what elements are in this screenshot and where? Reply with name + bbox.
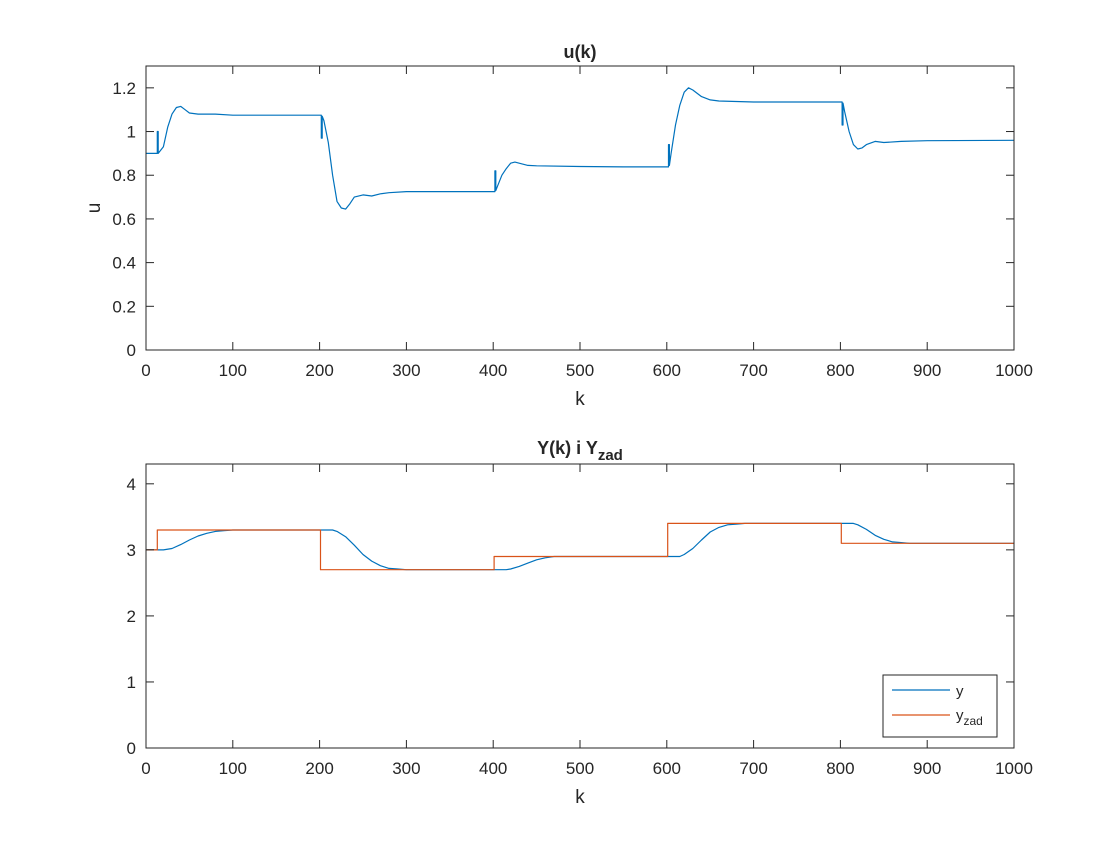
x-tick-label: 0	[141, 361, 150, 380]
y-tick-label: 0.2	[112, 297, 136, 316]
x-tick-label: 800	[826, 759, 854, 778]
subplot-y: 0 100 200 300 400 500 600 700 800 900 1000 0 1 2 3 4 Y…	[127, 438, 1033, 808]
legend-label-yzad-sub: zad	[964, 714, 983, 728]
x-ticks: 0 100 200 300 400 500 600 700 800 900 1000	[141, 66, 1033, 380]
x-tick-label: 500	[566, 759, 594, 778]
chart-title: u(k)	[564, 42, 597, 62]
legend-box	[882, 674, 998, 738]
series-layer	[146, 522, 1014, 571]
legend: y yzad	[882, 674, 998, 738]
x-tick-label: 300	[392, 361, 420, 380]
x-tick-label: 900	[913, 361, 941, 380]
y-tick-label: 0.8	[112, 166, 136, 185]
chart-title: Y(k) i Yzad	[537, 438, 623, 464]
plot-area	[146, 66, 1014, 350]
y-tick-label: 0.6	[112, 210, 136, 229]
y-tick-label: 3	[127, 541, 136, 560]
x-tick-label: 600	[653, 759, 681, 778]
x-tick-label: 600	[653, 361, 681, 380]
x-tick-label: 1000	[995, 361, 1033, 380]
x-ticks: 0 100 200 300 400 500 600 700 800 900 1000	[141, 464, 1033, 778]
x-tick-label: 400	[479, 361, 507, 380]
y-tick-label: 1.2	[112, 79, 136, 98]
legend-label-y: y	[956, 683, 964, 700]
y-tick-label: 1	[127, 673, 136, 692]
y-tick-label: 0	[127, 739, 136, 758]
series-line-y_zad	[146, 522, 1014, 571]
series-line-u-0	[146, 87, 1015, 210]
x-tick-label: 200	[305, 361, 333, 380]
x-tick-label: 700	[739, 759, 767, 778]
y-tick-label: 0	[127, 341, 136, 360]
x-axis-label: k	[575, 389, 585, 410]
x-tick-label: 900	[913, 759, 941, 778]
plot-area	[146, 464, 1014, 748]
y-tick-label: 0.4	[112, 254, 136, 273]
x-tick-label: 800	[826, 361, 854, 380]
title-subscript: zad	[598, 447, 623, 464]
y-tick-label: 4	[127, 475, 136, 494]
x-tick-label: 300	[392, 759, 420, 778]
subplot-u: 0 100 200 300 400 500 600 700 800 900 1000 0 0.2 0.4…	[84, 42, 1033, 410]
y-axis-label: u	[84, 203, 105, 214]
legend-label-yzad: yzad	[956, 707, 983, 728]
title-main: Y(k) i Y	[537, 438, 598, 458]
x-tick-label: 100	[219, 361, 247, 380]
x-tick-label: 100	[219, 759, 247, 778]
x-tick-label: 1000	[995, 759, 1033, 778]
legend-label-yzad-main: y	[956, 707, 964, 724]
x-axis-label: k	[575, 787, 585, 808]
x-tick-label: 200	[305, 759, 333, 778]
series-layer	[146, 87, 1015, 210]
y-ticks: 0 0.2 0.4 0.6 0.8 1 1.2	[112, 79, 1014, 360]
y-ticks: 0 1 2 3 4	[127, 475, 1014, 758]
x-tick-label: 0	[141, 759, 150, 778]
x-tick-label: 400	[479, 759, 507, 778]
x-tick-label: 700	[739, 361, 767, 380]
x-tick-label: 500	[566, 361, 594, 380]
y-tick-label: 2	[127, 607, 136, 626]
y-tick-label: 1	[127, 123, 136, 142]
